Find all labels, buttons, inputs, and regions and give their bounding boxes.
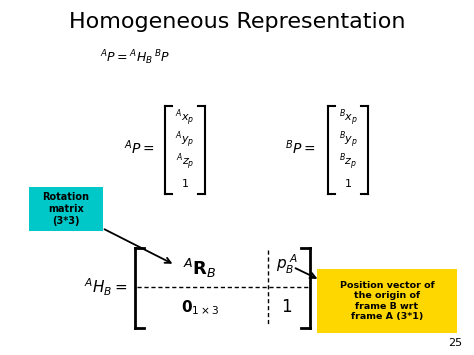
Text: Rotation
matrix
(3*3): Rotation matrix (3*3) (43, 192, 90, 225)
Text: ${}^AP=$: ${}^AP=$ (124, 139, 155, 157)
Text: ${}^By_p$: ${}^By_p$ (338, 129, 357, 149)
Text: $1$: $1$ (344, 177, 352, 189)
Text: $1$: $1$ (181, 177, 189, 189)
FancyBboxPatch shape (29, 187, 103, 231)
Text: $\mathbf{0}_{1\times3}$: $\mathbf{0}_{1\times3}$ (181, 299, 219, 317)
Text: 25: 25 (448, 338, 462, 348)
Text: ${}^AH_B=$: ${}^AH_B=$ (84, 276, 128, 298)
Text: ${}^Az_p$: ${}^Az_p$ (176, 151, 194, 171)
Text: $p_B^{\;A}$: $p_B^{\;A}$ (276, 252, 298, 275)
Text: ${}^Bx_p$: ${}^Bx_p$ (338, 106, 357, 127)
FancyBboxPatch shape (317, 269, 457, 333)
Text: $1$: $1$ (282, 300, 292, 317)
Text: ${}^Ax_p$: ${}^Ax_p$ (175, 106, 195, 127)
Text: ${}^AP={}^AH_B\,{}^BP$: ${}^AP={}^AH_B\,{}^BP$ (100, 49, 170, 67)
Text: Homogeneous Representation: Homogeneous Representation (69, 12, 405, 32)
Text: ${}^Bz_p$: ${}^Bz_p$ (339, 151, 357, 171)
Text: Position vector of
the origin of
frame B wrt
frame A (3*1): Position vector of the origin of frame B… (340, 281, 434, 321)
Text: ${}^BP=$: ${}^BP=$ (284, 139, 315, 157)
Text: ${}^Ay_p$: ${}^Ay_p$ (175, 129, 195, 149)
Text: ${}^A\mathbf{R}_B$: ${}^A\mathbf{R}_B$ (183, 256, 217, 279)
